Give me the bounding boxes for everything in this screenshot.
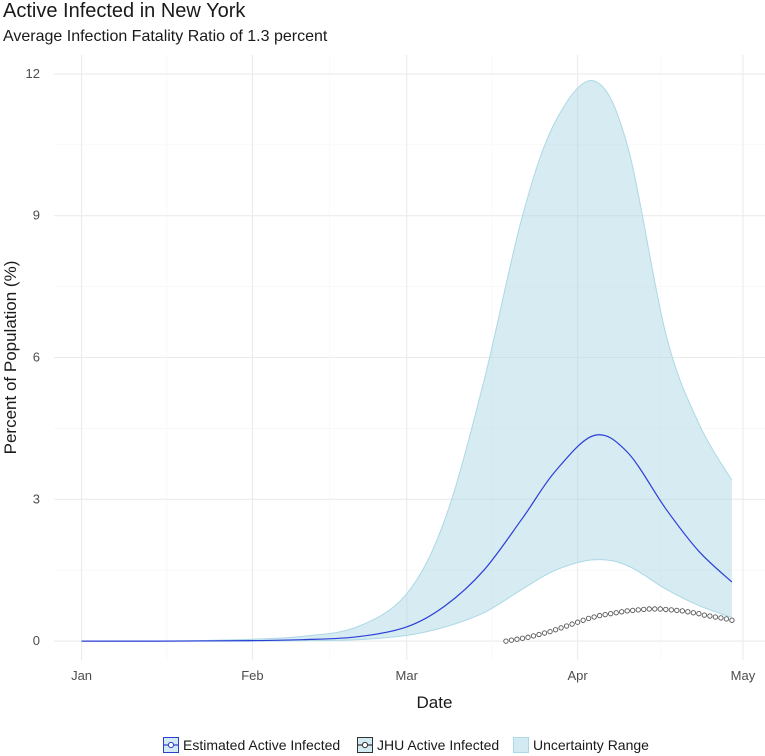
jhu-point (707, 613, 713, 619)
x-tick-label: Jan (71, 668, 92, 683)
jhu-point (580, 617, 586, 623)
jhu-point (613, 610, 619, 616)
jhu-point (729, 617, 735, 623)
jhu-point (641, 606, 647, 613)
uncertainty-upper-edge (81, 80, 733, 642)
jhu-point (652, 606, 658, 612)
jhu-point (690, 610, 696, 616)
legend-label-jhu: JHU Active Infected (377, 737, 500, 753)
jhu-point (657, 606, 663, 612)
jhu-point (558, 625, 564, 631)
jhu-point (530, 633, 537, 639)
jhu-point (536, 631, 542, 638)
jhu-point (712, 614, 719, 620)
legend-item-uncertainty: Uncertainty Range (513, 736, 649, 754)
estimate-layer (81, 434, 733, 642)
jhu-point (508, 637, 515, 643)
jhu-point (668, 607, 674, 613)
y-tick-label: 9 (33, 208, 40, 223)
jhu-point (696, 611, 702, 617)
jhu-point (619, 609, 625, 615)
y-tick-label: 12 (26, 66, 40, 81)
jhu-point (552, 627, 559, 633)
jhu-point (503, 638, 509, 644)
y-tick-label: 0 (33, 633, 40, 648)
grid (54, 55, 765, 660)
jhu-point (663, 606, 669, 613)
legend-key-jhu (357, 737, 373, 753)
jhu-point (723, 616, 730, 622)
estimated-active-line (81, 434, 733, 642)
jhu-point (674, 607, 680, 614)
chart-subtitle: Average Infection Fatality Ratio of 1.3 … (3, 28, 328, 45)
legend-item-estimated: Estimated Active Infected (163, 736, 340, 754)
chart: 0 3 6 9 12 Jan Feb Mar Apr May Date Percent of P… (1, 55, 765, 712)
legend: Estimated Active Infected JHU Active Inf… (0, 734, 765, 756)
legend-key-uncertainty (513, 737, 529, 753)
jhu-point (718, 615, 724, 621)
jhu-point (514, 636, 520, 642)
jhu-point (597, 612, 603, 619)
jhu-point (525, 634, 531, 640)
x-tick-label: Mar (396, 668, 419, 683)
jhu-point (585, 615, 592, 622)
x-tick-label: May (731, 668, 756, 683)
jhu-layer (503, 606, 735, 644)
jhu-point (685, 609, 691, 615)
uncertainty-ribbon (81, 80, 732, 642)
jhu-point (519, 635, 526, 641)
x-axis-title: Date (417, 693, 453, 712)
jhu-point (569, 621, 575, 627)
jhu-point (574, 619, 581, 625)
jhu-point (635, 607, 641, 613)
x-tick-label: Apr (567, 668, 588, 683)
jhu-point (563, 623, 570, 629)
legend-item-jhu: JHU Active Infected (357, 736, 499, 754)
jhu-point (541, 630, 548, 636)
y-tick-label: 3 (33, 491, 40, 506)
legend-key-estimated (163, 737, 179, 753)
jhu-point (679, 608, 685, 614)
jhu-point (547, 628, 553, 635)
legend-label-estimated: Estimated Active Infected (183, 737, 341, 753)
jhu-point (624, 608, 630, 614)
legend-label-uncertainty: Uncertainty Range (533, 737, 649, 753)
jhu-point (608, 611, 614, 617)
y-tick-labels: 0 3 6 9 12 (26, 66, 40, 648)
jhu-point (701, 612, 708, 618)
jhu-point (630, 607, 636, 614)
y-axis-title: Percent of Population (%) (1, 261, 20, 455)
jhu-point (646, 606, 652, 612)
y-tick-label: 6 (33, 350, 40, 365)
jhu-point (591, 614, 597, 620)
jhu-point (602, 611, 608, 618)
x-tick-labels: Jan Feb Mar Apr May (71, 668, 756, 683)
chart-title: Active Infected in New York (3, 0, 246, 22)
x-tick-label: Feb (241, 668, 263, 683)
